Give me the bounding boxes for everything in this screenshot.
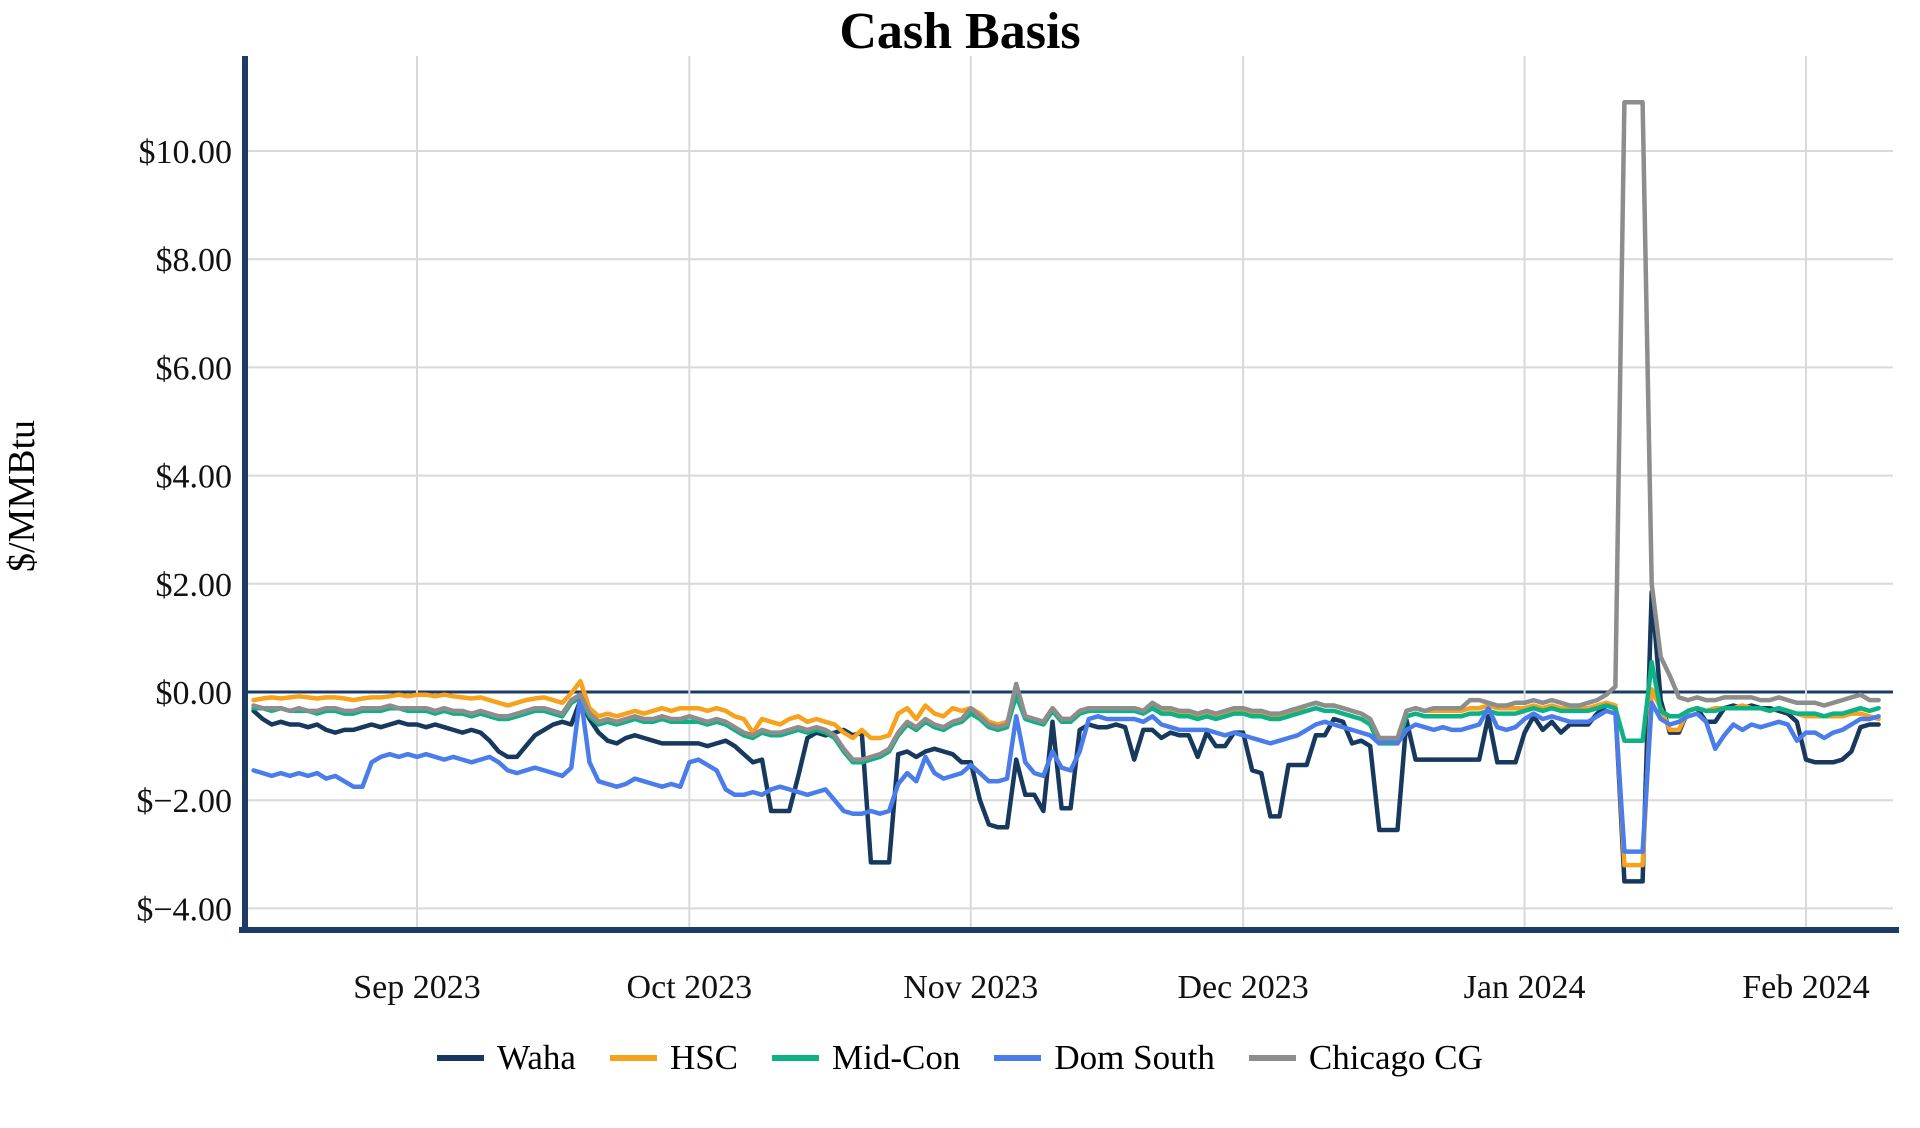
y-tick-label: $10.00 <box>139 134 233 171</box>
x-tick-label: Jan 2024 <box>1464 969 1586 1006</box>
y-tick-label: $8.00 <box>156 242 233 279</box>
legend-swatch-waha <box>437 1054 485 1061</box>
x-tick-label: Oct 2023 <box>627 969 753 1006</box>
y-axis-line <box>242 56 248 933</box>
legend-swatch-hsc <box>609 1054 657 1061</box>
x-tick-label: Nov 2023 <box>903 969 1038 1006</box>
series-line-mid-con <box>251 659 1881 765</box>
legend-item-chicago-cg: Chicago CG <box>1248 1038 1483 1077</box>
chart-title: Cash Basis <box>839 3 1081 60</box>
series-line-dom-south <box>251 692 1881 854</box>
y-tick-label: $2.00 <box>156 567 233 604</box>
x-tick-label: Dec 2023 <box>1178 969 1309 1006</box>
legend-label-waha: Waha <box>497 1038 576 1077</box>
y-tick-label: $6.00 <box>156 350 233 387</box>
legend-label-mid-con: Mid-Con <box>832 1038 961 1077</box>
legend-swatch-chicago-cg <box>1248 1054 1296 1061</box>
legend-item-waha: Waha <box>437 1040 576 1075</box>
y-tick-label: $0.00 <box>156 675 233 712</box>
x-axis-line <box>239 927 1899 933</box>
legend-item-mid-con: Mid-Con <box>772 1040 960 1075</box>
legend: Waha HSC Mid-Con Dom South Chicago CG <box>0 1040 1920 1075</box>
legend-label-hsc: HSC <box>669 1038 739 1077</box>
y-tick-label: $−4.00 <box>136 891 232 928</box>
x-tick-label: Sep 2023 <box>353 969 481 1006</box>
legend-label-chicago-cg: Chicago CG <box>1308 1038 1483 1077</box>
series-line-hsc <box>251 678 1881 868</box>
legend-item-dom-south: Dom South <box>994 1038 1215 1077</box>
legend-item-hsc: HSC <box>609 1038 739 1077</box>
y-tick-label: $4.00 <box>156 459 233 496</box>
y-tick-label: $−2.00 <box>136 783 232 820</box>
series-line-chicago-cg <box>251 100 1881 762</box>
legend-swatch-dom-south <box>994 1054 1042 1061</box>
series-line-waha <box>251 589 1881 884</box>
x-tick-label: Feb 2024 <box>1742 969 1870 1006</box>
legend-label-dom-south: Dom South <box>1054 1038 1215 1077</box>
legend-swatch-mid-con <box>772 1054 820 1061</box>
